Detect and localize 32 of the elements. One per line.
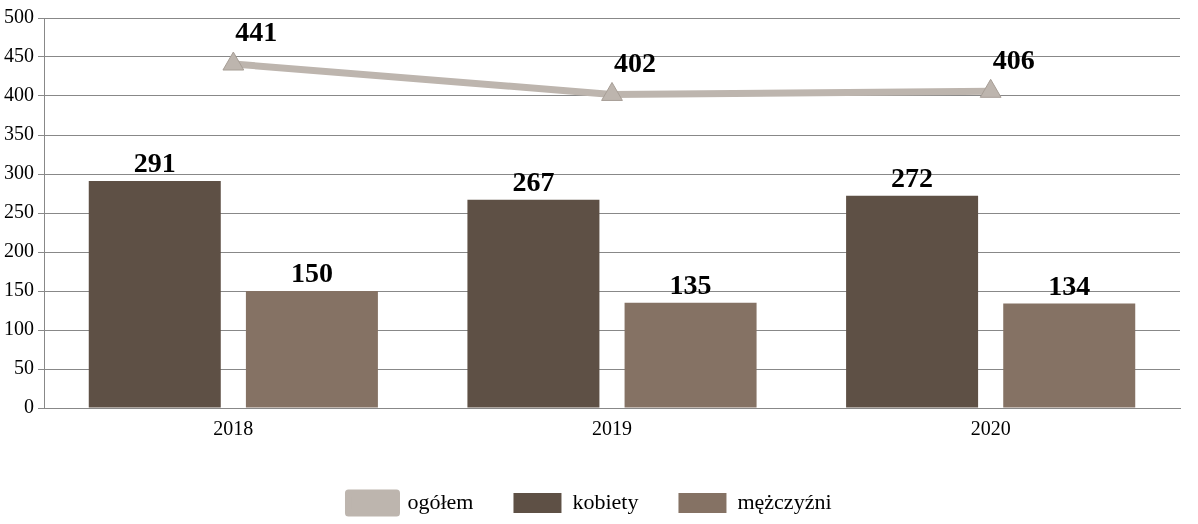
data-label: 272: [891, 162, 934, 194]
y-tick-label: 300: [4, 161, 34, 184]
data-label: 135: [669, 268, 712, 300]
y-tick-label: 450: [4, 44, 34, 67]
data-label: 402: [614, 46, 656, 78]
bar: [467, 199, 600, 408]
legend-label: ogółem: [407, 488, 474, 514]
bar: [88, 181, 221, 408]
x-tick-label: 2020: [970, 417, 1011, 440]
data-label: 150: [290, 257, 333, 289]
y-tick-label: 50: [14, 356, 34, 379]
bar: [245, 291, 378, 408]
legend-label: mężczyźni: [737, 488, 832, 514]
y-tick-label: 200: [4, 239, 34, 262]
bar: [624, 302, 757, 408]
bar: [1003, 303, 1136, 408]
data-label: 406: [992, 43, 1035, 75]
data-label: 134: [1048, 269, 1091, 301]
y-tick-label: 0: [24, 395, 34, 418]
x-tick-label: 2018: [213, 417, 254, 440]
y-tick-label: 250: [4, 200, 34, 223]
y-tick-label: 150: [4, 278, 34, 301]
y-tick-label: 400: [4, 83, 34, 106]
data-label: 291: [133, 147, 176, 179]
x-tick-label: 2019: [592, 417, 632, 440]
bar: [846, 195, 979, 408]
y-tick-label: 350: [4, 122, 34, 145]
y-tick-label: 500: [4, 5, 34, 28]
legend-label: kobiety: [572, 488, 639, 514]
y-tick-label: 100: [4, 317, 34, 340]
data-label: 267: [512, 165, 555, 197]
data-label: 441: [235, 16, 278, 48]
